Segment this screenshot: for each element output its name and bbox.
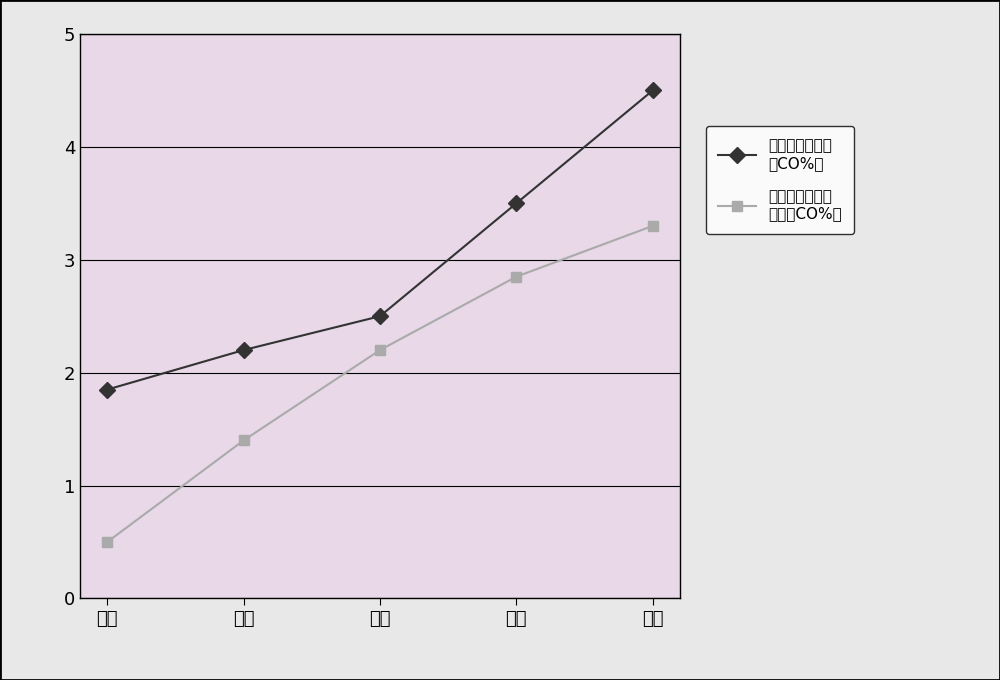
Legend: 原各区气氛设定
（CO%）, 改进后各区气氛
设定（CO%）: 原各区气氛设定 （CO%）, 改进后各区气氛 设定（CO%）	[706, 126, 854, 234]
